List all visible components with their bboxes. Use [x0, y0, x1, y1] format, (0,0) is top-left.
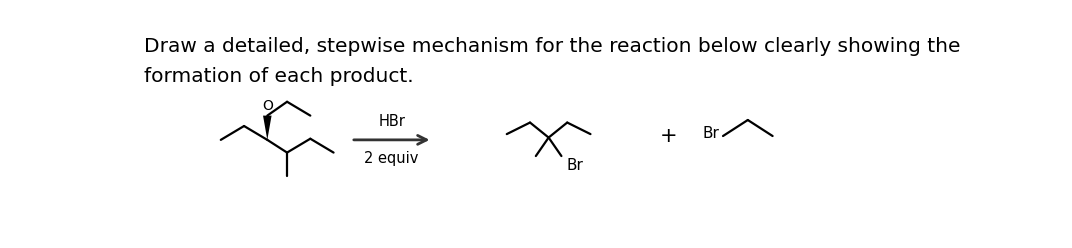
Text: Br: Br — [702, 126, 719, 141]
Text: +: + — [660, 126, 678, 146]
Text: 2 equiv: 2 equiv — [364, 151, 419, 166]
Polygon shape — [263, 116, 271, 140]
Text: Br: Br — [567, 158, 584, 173]
Text: HBr: HBr — [378, 114, 405, 129]
Text: O: O — [262, 98, 272, 113]
Text: formation of each product.: formation of each product. — [144, 67, 414, 86]
Text: Draw a detailed, stepwise mechanism for the reaction below clearly showing the: Draw a detailed, stepwise mechanism for … — [144, 37, 961, 57]
